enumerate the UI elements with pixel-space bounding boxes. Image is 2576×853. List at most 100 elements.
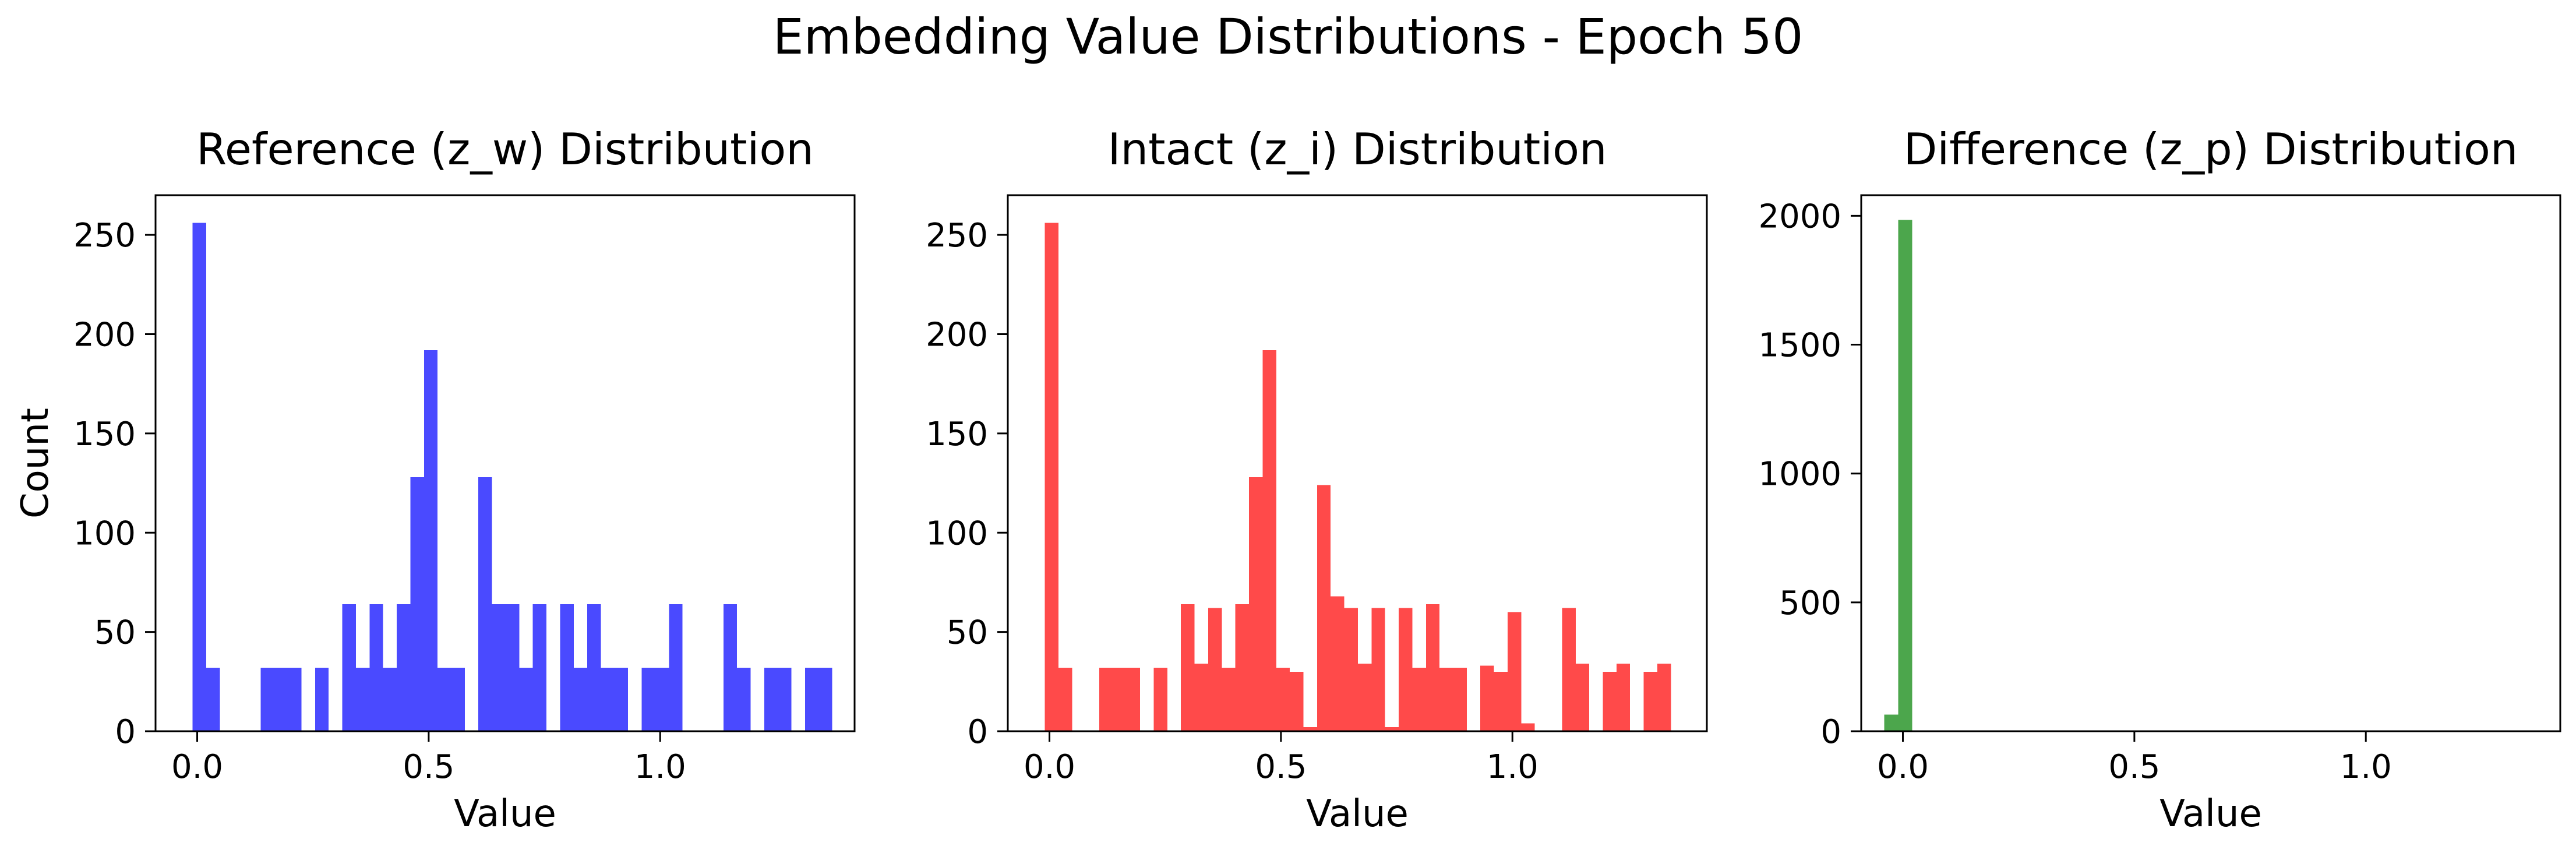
histogram-bar [1344, 608, 1358, 731]
y-tick-label: 0 [967, 713, 988, 751]
x-axis-label: Value [2159, 792, 2262, 836]
histogram-bar [655, 667, 669, 731]
subplot-intact: 0.0 0.5 1.0 0 50 100 150 200 250 Intact (z_i) Dis… [926, 124, 1708, 836]
histogram-bar [737, 667, 751, 731]
histogram-bar [1153, 667, 1167, 731]
histogram-bar [288, 667, 302, 731]
histogram-bar [1385, 727, 1399, 731]
axes-frame [1007, 194, 1708, 732]
histogram-bar [1113, 667, 1127, 731]
x-tick-label: 0.5 [403, 748, 454, 786]
y-tick-label: 50 [94, 614, 136, 652]
y-tick-label: 100 [926, 514, 988, 552]
x-tick-label: 0.5 [1255, 748, 1307, 786]
x-tick-label: 0.0 [171, 748, 223, 786]
histogram-bar [1262, 350, 1276, 731]
histogram-bar [1303, 727, 1317, 731]
y-tick-label: 50 [947, 614, 988, 652]
subplot-title: Difference (z_p) Distribution [1904, 124, 2518, 175]
histogram-bar [1898, 220, 1912, 731]
histogram-bar [519, 667, 533, 731]
histogram-bar [1222, 667, 1236, 731]
y-tick-label: 100 [73, 514, 136, 552]
histogram-bar [1603, 671, 1617, 731]
histogram-bar [1480, 665, 1494, 731]
histogram-bar [478, 477, 492, 731]
x-tick-label: 0.0 [1024, 748, 1075, 786]
histogram-bar [1357, 664, 1372, 731]
axes-frame [154, 194, 856, 732]
histogram-bar [573, 667, 588, 731]
histogram-bar [804, 667, 819, 731]
y-tick-label: 0 [115, 713, 136, 751]
histogram-bar [641, 667, 655, 731]
histogram-bar [532, 604, 547, 731]
histogram-bar [818, 667, 832, 731]
histogram-bar [560, 604, 574, 731]
y-tick-label: 150 [926, 415, 988, 453]
histogram-bar [1317, 485, 1331, 731]
histogram-bar [505, 604, 520, 731]
histogram-bar [315, 667, 329, 731]
histogram-bar [1575, 664, 1590, 731]
histogram-bar [1425, 604, 1440, 731]
histogram-bar [1331, 596, 1345, 731]
y-tick-label: 2000 [1758, 198, 1841, 235]
y-tick-label: 500 [1779, 584, 1841, 622]
histogram-bar [1058, 667, 1072, 731]
histogram-bar [424, 350, 438, 731]
histogram-bar [1562, 608, 1576, 731]
histogram-bar [1507, 612, 1522, 731]
histogram-bar [1235, 604, 1250, 731]
histogram-bar [274, 667, 288, 731]
histogram-bar [1439, 667, 1453, 731]
histogram-bar [1399, 608, 1413, 731]
histogram-bar [397, 604, 411, 731]
axes-frame [1860, 194, 2561, 732]
histogram-bar [587, 604, 601, 731]
x-tick-label: 1.0 [634, 748, 686, 786]
histogram-bar [1099, 667, 1113, 731]
x-tick-label: 0.0 [1877, 748, 1929, 786]
subplot-difference: 0.0 0.5 1.0 0 500 1000 1500 2000 Difference (z_p… [1758, 124, 2561, 836]
y-tick-label: 200 [926, 316, 988, 354]
figure-title: Embedding Value Distributions - Epoch 50 [772, 8, 1804, 65]
histogram-bar [723, 604, 737, 731]
y-tick-label: 150 [73, 415, 136, 453]
histogram-bar [260, 667, 274, 731]
histogram-bar [1126, 667, 1141, 731]
subplot-reference: 0.0 0.5 1.0 0 50 100 150 200 250 Reference (z_w) … [14, 124, 856, 836]
histogram-bar [1371, 608, 1385, 731]
histogram-bar [1276, 667, 1290, 731]
subplot-title: Intact (z_i) Distribution [1107, 124, 1607, 175]
y-tick-label: 0 [1820, 713, 1841, 751]
histogram-bar [614, 667, 629, 731]
histogram-bar [1643, 671, 1657, 731]
histogram-bar [669, 604, 683, 731]
histogram-bar [1290, 671, 1304, 731]
histogram-bar [1181, 604, 1195, 731]
histogram-bar [192, 223, 206, 731]
y-tick-label: 250 [926, 217, 988, 255]
histogram-bar [383, 667, 397, 731]
x-axis-label: Value [1306, 792, 1409, 836]
histogram-bar [1044, 223, 1058, 731]
x-axis-label: Value [454, 792, 556, 836]
y-tick-label: 1000 [1758, 456, 1841, 494]
histogram-bar [206, 667, 220, 731]
histogram-bar [1494, 671, 1508, 731]
y-tick-label: 250 [73, 217, 136, 255]
histogram-bar [410, 477, 424, 731]
histogram-bar [601, 667, 615, 731]
histogram-bar [1657, 664, 1671, 731]
histogram-bar [1616, 664, 1631, 731]
y-tick-label: 200 [73, 316, 136, 354]
x-tick-label: 1.0 [2340, 748, 2392, 786]
histogram-bar [369, 604, 383, 731]
histogram-bar [492, 604, 506, 731]
y-tick-label: 1500 [1758, 327, 1841, 365]
histogram-bar [1194, 664, 1208, 731]
y-axis-label: Count [14, 408, 57, 519]
histogram-bar [764, 667, 778, 731]
